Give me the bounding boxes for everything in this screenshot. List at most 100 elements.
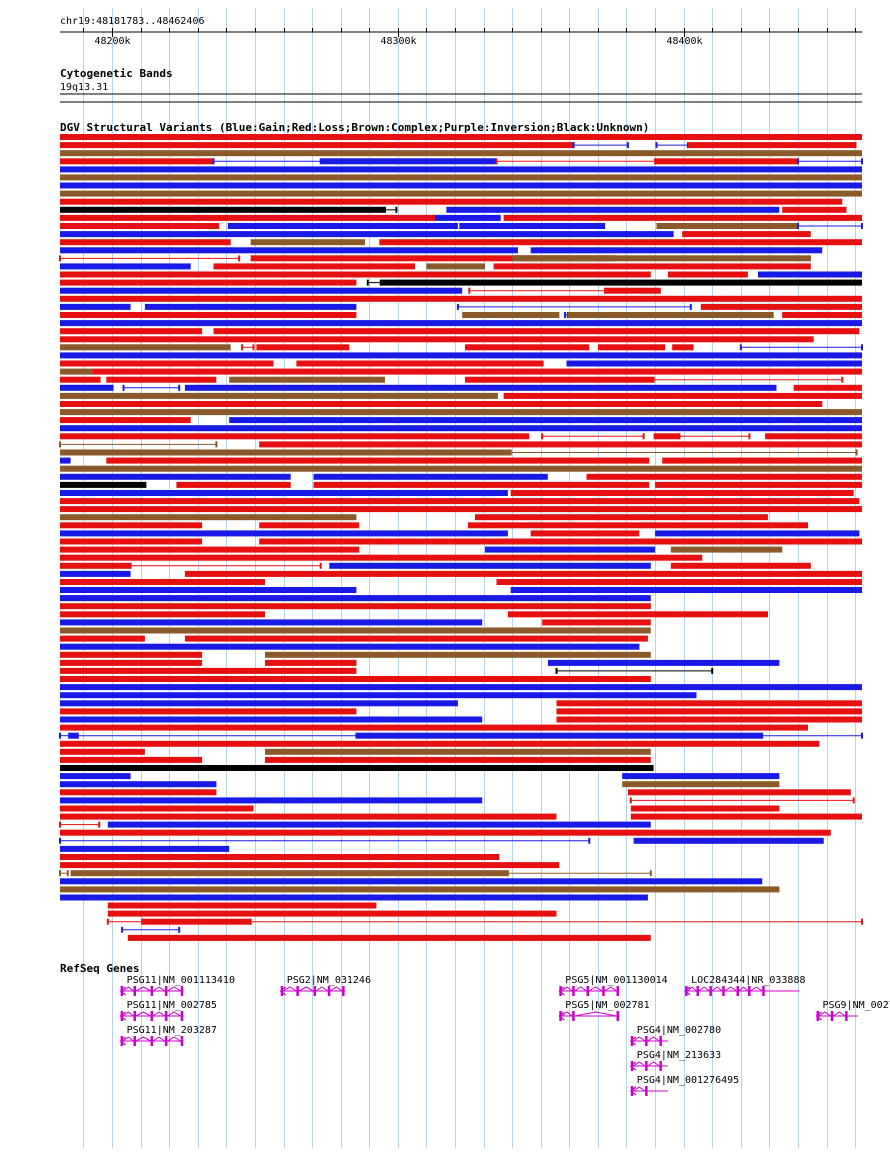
variant-bar <box>654 433 680 439</box>
dgv-track-title: DGV Structural Variants (Blue:Gain;Red:L… <box>60 121 649 134</box>
variant-bar <box>259 522 359 528</box>
variant-bar <box>465 344 589 350</box>
variant-bar <box>60 789 216 795</box>
gene-exon <box>328 986 331 996</box>
variant-bar <box>60 741 819 747</box>
variant-bar <box>314 474 548 480</box>
gene-intron-chevron <box>575 987 587 991</box>
gene-exon <box>748 986 751 996</box>
variant-bar <box>60 369 92 375</box>
gene-exon <box>645 1036 648 1046</box>
gene-exon <box>121 1036 124 1046</box>
gene-exon <box>151 1036 154 1046</box>
gene-exon <box>165 1036 168 1046</box>
variant-bar <box>229 377 385 383</box>
variant-bar <box>468 522 808 528</box>
variant-bar <box>655 482 862 488</box>
variant-bar <box>60 692 697 698</box>
variant-bar <box>60 830 831 836</box>
gene-intron-chevron <box>153 1037 165 1041</box>
gene-exon <box>281 986 284 996</box>
variant-bar <box>60 231 674 237</box>
gene-exon <box>587 986 590 996</box>
variant-bar <box>557 700 863 706</box>
variant-bar <box>60 191 862 197</box>
variant-bar <box>60 773 131 779</box>
variant-bar <box>782 312 862 318</box>
gene-exon <box>659 1036 662 1046</box>
variant-bar <box>60 344 231 350</box>
variant-bar <box>557 717 863 723</box>
variant-bar <box>567 361 863 367</box>
gene-label: PSG11|NM_002785 <box>127 1000 217 1011</box>
variant-bar <box>60 417 191 423</box>
variant-bar <box>688 142 857 148</box>
variant-bar <box>106 377 216 383</box>
variant-bar <box>60 765 654 771</box>
variant-bar <box>356 733 762 739</box>
variant-bar <box>71 870 508 876</box>
variant-bar <box>214 328 860 334</box>
gene-exon <box>722 986 725 996</box>
gene-exon <box>121 986 124 996</box>
gene-exon <box>645 1086 648 1096</box>
variant-bar <box>568 312 774 318</box>
variant-bar <box>60 506 862 512</box>
gene-intron-chevron <box>699 987 709 991</box>
gene-exon <box>314 986 317 996</box>
variant-bar <box>60 401 822 407</box>
variant-bar <box>265 652 651 658</box>
variant-bar <box>176 482 290 488</box>
variant-bar <box>229 417 862 423</box>
variant-bar <box>622 781 779 787</box>
variant-bar <box>60 385 114 391</box>
variant-bar <box>548 660 780 666</box>
variant-bar <box>251 239 365 245</box>
variant-bar <box>60 579 265 585</box>
variant-bar <box>794 385 862 391</box>
variant-bar <box>145 304 357 310</box>
gene-intron-chevron <box>712 987 722 991</box>
gene-intron-chevron <box>136 1012 151 1016</box>
gene-label: PSG4|NM_001276495 <box>637 1075 739 1086</box>
gene-exon <box>617 1011 620 1021</box>
gene-intron-chevron <box>330 987 342 991</box>
gene-exon <box>134 1011 137 1021</box>
variant-bar <box>60 668 356 674</box>
variant-bar <box>60 304 131 310</box>
variant-bar <box>185 636 648 642</box>
variant-bar <box>60 336 814 342</box>
gene-intron-chevron <box>833 1012 845 1016</box>
variant-bar <box>60 296 862 302</box>
variant-bar <box>60 482 146 488</box>
gene-exon <box>762 986 765 996</box>
dgv-track[interactable]: DGV Structural Variants (Blue:Gain;Red:L… <box>60 121 862 941</box>
variant-bar <box>60 183 862 189</box>
variant-bar <box>701 304 862 310</box>
variant-bar <box>321 158 497 164</box>
variant-bar <box>655 158 798 164</box>
variant-bar <box>605 288 661 294</box>
variant-bar <box>60 806 254 812</box>
variant-bar <box>682 231 811 237</box>
variant-bar <box>60 539 202 545</box>
gene-label: PSG4|NM_213633 <box>637 1050 721 1061</box>
variant-bar <box>60 846 229 852</box>
variant-bar <box>485 547 655 553</box>
variant-bar <box>265 749 651 755</box>
variant-bar <box>60 199 751 205</box>
variant-bar <box>511 587 862 593</box>
gene-label: PSG4|NM_002780 <box>637 1025 721 1036</box>
refseq-track[interactable]: RefSeq Genes PSG11|NM_001113410PSG11|NM_… <box>60 962 890 1096</box>
variant-bar <box>108 822 651 828</box>
variant-bar <box>108 911 557 917</box>
refseq-genes: PSG11|NM_001113410PSG11|NM_002785PSG11|N… <box>121 975 890 1096</box>
variant-bar <box>296 361 543 367</box>
variant-bar <box>92 369 862 375</box>
refseq-track-title: RefSeq Genes <box>60 962 139 975</box>
variant-bar <box>60 676 651 682</box>
gene-exon <box>151 986 154 996</box>
gene-intron-chevron <box>153 987 165 991</box>
gene-exon <box>165 986 168 996</box>
